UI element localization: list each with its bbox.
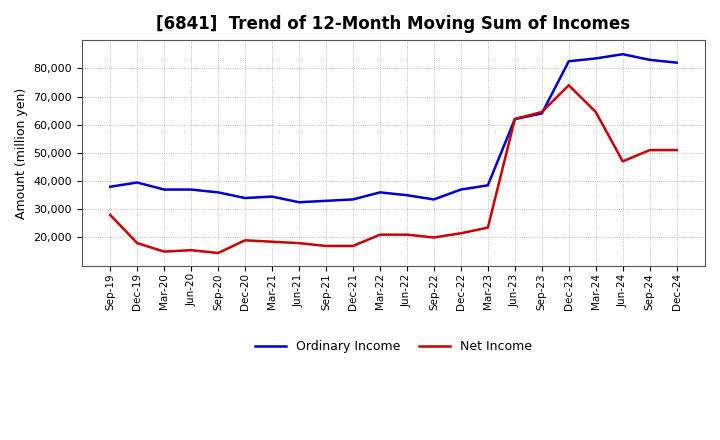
Ordinary Income [322, 198, 330, 203]
Net Income [484, 225, 492, 230]
Net Income [106, 212, 114, 217]
Ordinary Income [430, 197, 438, 202]
Net Income [402, 232, 411, 237]
Legend: Ordinary Income, Net Income: Ordinary Income, Net Income [250, 335, 537, 358]
Net Income [348, 243, 357, 249]
Line: Net Income: Net Income [110, 85, 677, 253]
Net Income [133, 241, 142, 246]
Ordinary Income [618, 51, 627, 57]
Line: Ordinary Income: Ordinary Income [110, 54, 677, 202]
Ordinary Income [402, 193, 411, 198]
Net Income [322, 243, 330, 249]
Y-axis label: Amount (million yen): Amount (million yen) [15, 87, 28, 219]
Net Income [456, 231, 465, 236]
Ordinary Income [268, 194, 276, 199]
Ordinary Income [564, 59, 573, 64]
Ordinary Income [672, 60, 681, 65]
Ordinary Income [294, 200, 303, 205]
Net Income [538, 110, 546, 115]
Net Income [294, 241, 303, 246]
Net Income [214, 250, 222, 256]
Ordinary Income [186, 187, 195, 192]
Net Income [672, 147, 681, 153]
Ordinary Income [484, 183, 492, 188]
Ordinary Income [510, 117, 519, 122]
Ordinary Income [538, 111, 546, 116]
Net Income [591, 110, 600, 115]
Ordinary Income [106, 184, 114, 189]
Net Income [430, 235, 438, 240]
Net Income [618, 159, 627, 164]
Ordinary Income [376, 190, 384, 195]
Ordinary Income [214, 190, 222, 195]
Net Income [268, 239, 276, 244]
Net Income [160, 249, 168, 254]
Title: [6841]  Trend of 12-Month Moving Sum of Incomes: [6841] Trend of 12-Month Moving Sum of I… [156, 15, 631, 33]
Ordinary Income [645, 57, 654, 62]
Ordinary Income [456, 187, 465, 192]
Ordinary Income [133, 180, 142, 185]
Ordinary Income [160, 187, 168, 192]
Net Income [510, 117, 519, 122]
Net Income [186, 248, 195, 253]
Net Income [376, 232, 384, 237]
Ordinary Income [591, 56, 600, 61]
Ordinary Income [348, 197, 357, 202]
Ordinary Income [240, 195, 249, 201]
Net Income [564, 83, 573, 88]
Net Income [645, 147, 654, 153]
Net Income [240, 238, 249, 243]
